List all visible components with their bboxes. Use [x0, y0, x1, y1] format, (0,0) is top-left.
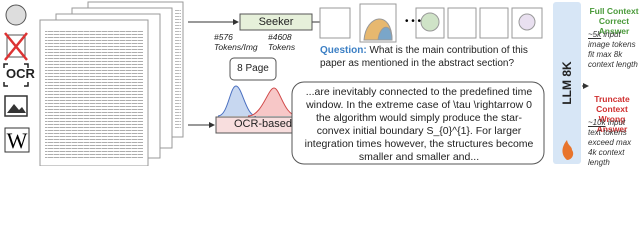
seeker-label: Seeker — [258, 16, 294, 28]
question: Question: What is the main contribution … — [320, 44, 552, 70]
page: W • • • OCR Seeker #576 Tokens/Img #4608… — [3, 1, 640, 168]
result-note: ~5k input image tokens fit max 8k contex… — [588, 30, 640, 70]
img-tokens: #576 Tokens/Img — [214, 32, 258, 52]
seeker-box — [239, 13, 313, 31]
text-tokens: #4608 Tokens — [268, 32, 296, 52]
note: input image tokens fit max 8k context le… — [588, 30, 638, 69]
documents — [39, 1, 184, 166]
dist-blue — [217, 85, 257, 117]
highlight: ~5k — [588, 30, 602, 39]
wiki-w: W — [7, 128, 28, 153]
ocr-icon-label: OCR — [6, 66, 35, 81]
llm-label: LLM 8K — [560, 61, 574, 105]
highlight: ~10k — [588, 118, 606, 127]
question-label: Question: — [320, 45, 367, 56]
pages-box — [229, 57, 277, 81]
passage-box — [291, 81, 545, 165]
diagram: W • • • — [3, 1, 589, 166]
result-note: ~10k input text tokens exceed max 4k con… — [588, 118, 640, 168]
ocr-label: OCR-based — [233, 118, 293, 130]
llm-bar — [553, 2, 581, 164]
result-title: Full Context Correct Answer — [589, 6, 639, 36]
note: input text tokens exceed max 4k context … — [588, 118, 632, 167]
dist-red — [247, 87, 299, 117]
result-title: Truncate Context Wrong Answer — [594, 94, 630, 134]
question-text: What is the main contribution of this pa… — [320, 45, 528, 69]
thumbnails — [319, 3, 543, 43]
fire-icon — [562, 140, 574, 160]
ellipsis: • • • — [405, 16, 422, 27]
passage: ...are inevitably connected to the prede… — [304, 86, 534, 163]
pages-label: 8 Page — [237, 63, 269, 74]
icons — [3, 4, 30, 153]
